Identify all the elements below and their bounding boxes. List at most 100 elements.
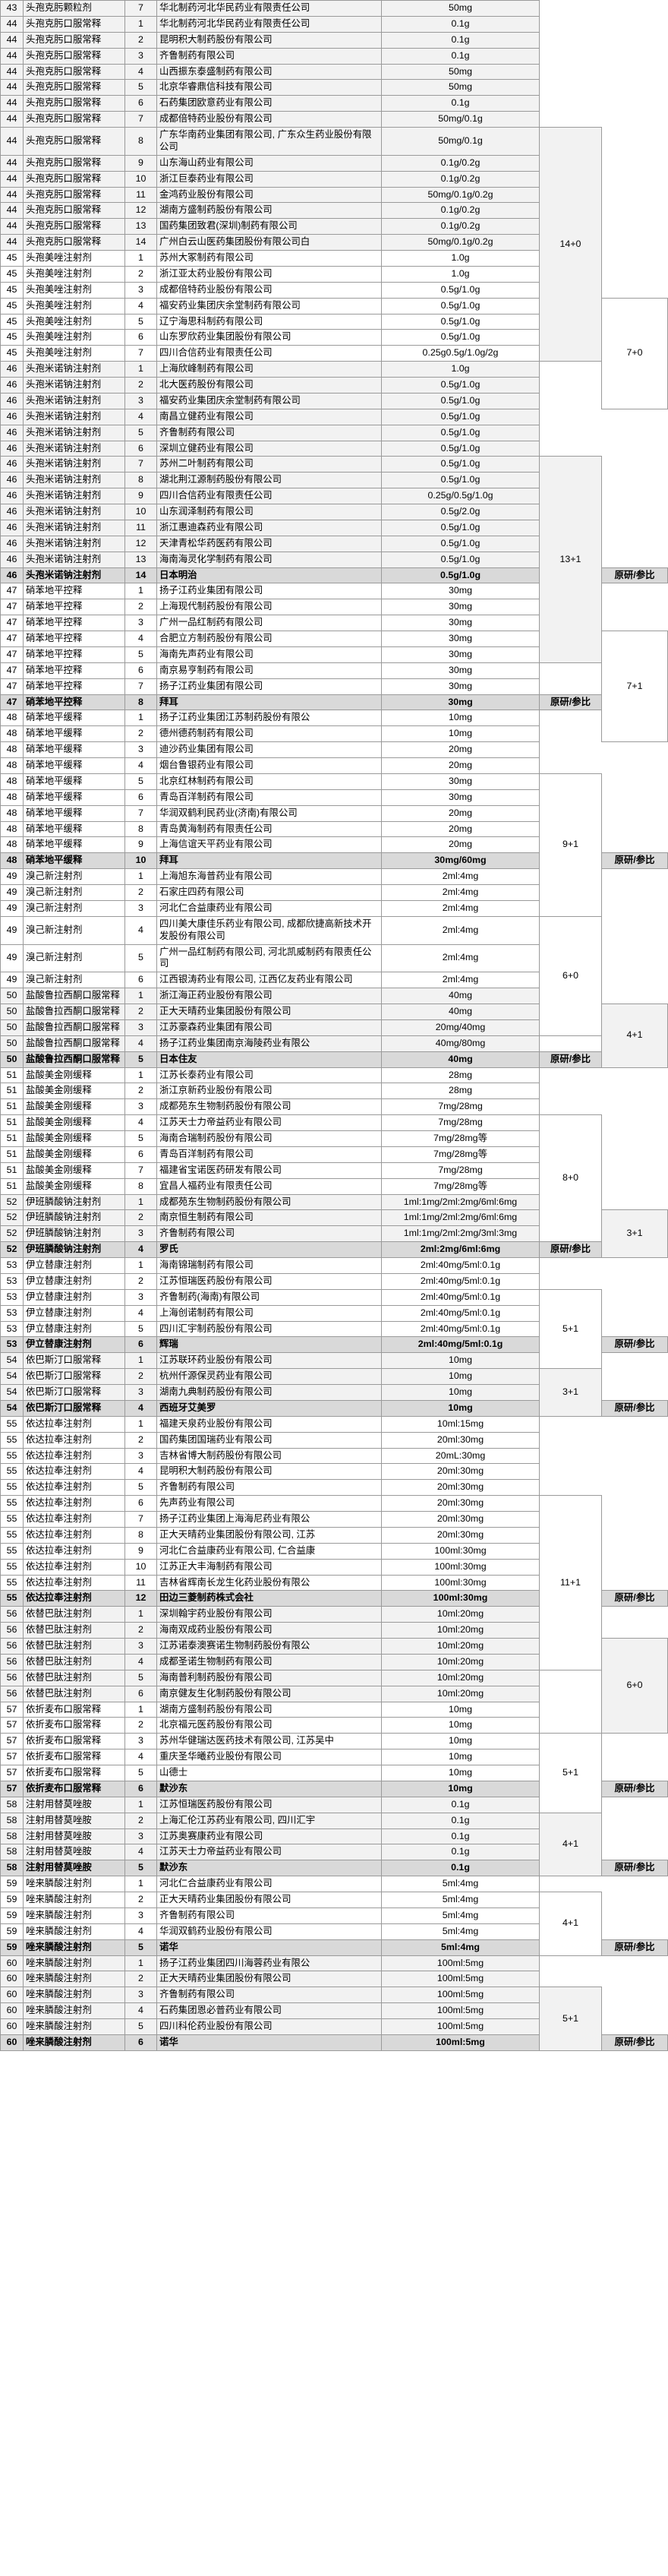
firm-name-text: 河北仁合益康药业有限公司 bbox=[159, 902, 273, 913]
enterprise-name: 齐鲁制药有限公司 bbox=[156, 1987, 382, 2004]
table-row: 59 唑来膦酸注射剂 4 华润双鹤药业股份有限公司 5ml:4mg bbox=[0, 1923, 668, 1940]
table-row: 53 伊立替康注射剂 4 上海创诺制药有限公司 2ml:40mg/5ml:0.1g bbox=[0, 1304, 668, 1322]
enterprise-index: 4 bbox=[124, 1114, 157, 1131]
row-number: 43 bbox=[0, 0, 24, 17]
product-name: 头孢克肟口服常释 bbox=[23, 234, 125, 251]
firm-name-text: 扬子江药业集团有限公司 bbox=[159, 680, 263, 691]
enterprise-name: 烟台鲁银药业有限公司 bbox=[156, 757, 382, 774]
enterprise-name: 吉林省博大制药股份有限公司 bbox=[156, 1447, 382, 1465]
row-number: 60 bbox=[0, 2034, 24, 2051]
firm-name-text: 辉瑞 bbox=[159, 1339, 178, 1350]
product-name: 头孢美唑注射剂 bbox=[23, 250, 125, 267]
firm-name-text: 正大天晴药业集团股份有限公司 bbox=[159, 1006, 291, 1016]
firm-name-text: 四川合信药业有限责任公司 bbox=[159, 347, 273, 359]
row-number: 44 bbox=[0, 111, 24, 128]
table-row: 46 头孢米诺钠注射剂 11 浙江惠迪森药业有限公司 0.5g/1.0g bbox=[0, 519, 668, 536]
row-number: 51 bbox=[0, 1146, 24, 1163]
firm-name-text: 上海信谊天平药业有限公司 bbox=[159, 839, 273, 850]
enterprise-name: 上海欣峰制药有限公司 bbox=[156, 361, 382, 378]
enterprise-name: 齐鲁制药(海南)有限公司 bbox=[156, 1288, 382, 1306]
table-row: 46 头孢米诺钠注射剂 8 湖北荆江源制药股份有限公司 0.5g/1.0g bbox=[0, 472, 668, 489]
row-number: 56 bbox=[0, 1669, 24, 1686]
enterprise-name: 江苏正大丰海制药有限公司 bbox=[156, 1558, 382, 1576]
enterprise-index: 7 bbox=[124, 1162, 157, 1179]
product-name: 硝苯地平控释 bbox=[23, 615, 125, 631]
row-number: 55 bbox=[0, 1479, 24, 1497]
table-row: 47 硝苯地平控释 8 拜耳 30mg 原研/参比 bbox=[0, 694, 668, 711]
specification: 0.5g/1.0g bbox=[381, 551, 540, 568]
enterprise-index: 3 bbox=[124, 741, 157, 758]
product-name: 依替巴肽注射剂 bbox=[23, 1622, 125, 1639]
specification: 20mg bbox=[381, 836, 540, 854]
enterprise-name: 青岛百洋制药有限公司 bbox=[156, 789, 382, 806]
table-row: 60 唑来膦酸注射剂 6 诺华 100ml:5mg 原研/参比 bbox=[0, 2034, 668, 2051]
enterprise-index: 7 bbox=[124, 804, 157, 822]
row-number: 52 bbox=[0, 1225, 24, 1243]
firm-name-text: 福安药业集团庆余堂制药有限公司 bbox=[159, 299, 301, 311]
firm-name-text: 成都苑东生物制药股份有限公司 bbox=[159, 1101, 291, 1112]
firm-name-text: 北京华睿鼎信科技有限公司 bbox=[159, 81, 273, 93]
enterprise-index: 6 bbox=[124, 1495, 157, 1512]
firm-name-text: 江苏恒瑞医药股份有限公司 bbox=[159, 1275, 273, 1286]
enterprise-name: 南京健友生化制药股份有限公司 bbox=[156, 1685, 382, 1702]
enterprise-index: 5 bbox=[124, 79, 157, 96]
product-name: 盐酸鲁拉西酮口服常释 bbox=[23, 988, 125, 1004]
specification: 100ml:5mg bbox=[381, 1987, 540, 2004]
product-name: 依达拉奉注射剂 bbox=[23, 1415, 125, 1433]
firm-name-text: 苏州二叶制药有限公司 bbox=[159, 458, 254, 469]
row-number: 51 bbox=[0, 1114, 24, 1131]
enterprise-index: 3 bbox=[124, 615, 157, 631]
table-row: 45 头孢美唑注射剂 3 成都倍特药业股份有限公司 0.5g/1.0g bbox=[0, 281, 668, 299]
enterprise-index: 4 bbox=[124, 631, 157, 647]
firm-name-text: 山东润泽制药有限公司 bbox=[159, 506, 254, 517]
specification: 7mg/28mg bbox=[381, 1162, 540, 1179]
table-row: 44 头孢克肟口服常释 10 浙江巨泰药业有限公司 0.1g/0.2g bbox=[0, 170, 668, 188]
table-row: 48 硝苯地平缓释 3 迪沙药业集团有限公司 20mg bbox=[0, 741, 668, 758]
specification: 7mg/28mg bbox=[381, 1098, 540, 1116]
product-name: 硝苯地平控释 bbox=[23, 662, 125, 679]
specification: 0.1g/0.2g bbox=[381, 154, 540, 172]
enterprise-index: 6 bbox=[124, 1685, 157, 1702]
enterprise-name: 罗氏 bbox=[156, 1241, 382, 1258]
firm-name-text: 南京健友生化制药股份有限公司 bbox=[159, 1687, 291, 1699]
firm-name-text: 广州一品红制药有限公司, 河北凯威制药有限责任公司 bbox=[159, 946, 372, 969]
row-number: 56 bbox=[0, 1606, 24, 1623]
specification: 10mg bbox=[381, 1352, 540, 1370]
enterprise-index: 3 bbox=[124, 1828, 157, 1845]
table-row: 44 头孢克肟口服常释 14 广州白云山医药集团股份有限公司白 50mg/0.1g/0.… bbox=[0, 234, 668, 251]
table-row: 48 硝苯地平缓释 7 华润双鹤利民药业(济南)有限公司 20mg bbox=[0, 804, 668, 822]
enterprise-name: 北京福元医药股份有限公司 bbox=[156, 1717, 382, 1734]
firm-name-text: 青岛百洋制药有限公司 bbox=[159, 791, 254, 802]
enterprise-index: 14 bbox=[124, 567, 157, 584]
enterprise-name: 合肥立方制药股份有限公司 bbox=[156, 631, 382, 647]
firm-name-text: 华润双鹤利民药业(济南)有限公司 bbox=[159, 807, 298, 818]
enterprise-index: 5 bbox=[124, 1130, 157, 1147]
enterprise-name: 成都苑东生物制药股份有限公司 bbox=[156, 1193, 382, 1211]
table-row: 56 依替巴肽注射剂 5 海南普利制药股份有限公司 10ml:20mg bbox=[0, 1669, 668, 1686]
product-name: 伊班膦酸钠注射剂 bbox=[23, 1209, 125, 1227]
firm-name-text: 湖南方盛制药股份有限公司 bbox=[159, 1703, 273, 1715]
product-name: 硝苯地平缓释 bbox=[23, 804, 125, 822]
enterprise-name: 江西银涛药业有限公司, 江西亿友药业有限公司 bbox=[156, 972, 382, 989]
firm-name-text: 扬子江药业集团南京海陵药业有限公 bbox=[159, 1037, 310, 1048]
specification: 30mg bbox=[381, 615, 540, 631]
specification: 10mg bbox=[381, 1765, 540, 1781]
enterprise-name: 海南锦瑞制药有限公司 bbox=[156, 1257, 382, 1274]
passed-evaluation-count: 13+1 bbox=[539, 456, 602, 663]
enterprise-index: 5 bbox=[124, 646, 157, 663]
table-row: 46 头孢米诺钠注射剂 14 日本明治 0.5g/1.0g 原研/参比 bbox=[0, 567, 668, 584]
firm-name-text: 齐鲁制药有限公司 bbox=[159, 1481, 235, 1493]
product-name: 依达拉奉注射剂 bbox=[23, 1574, 125, 1591]
enterprise-index: 10 bbox=[124, 170, 157, 188]
product-name: 头孢克肟口服常释 bbox=[23, 202, 125, 220]
enterprise-index: 1 bbox=[124, 988, 157, 1004]
row-number: 56 bbox=[0, 1638, 24, 1655]
product-name: 盐酸美金刚缓释 bbox=[23, 1177, 125, 1195]
firm-name-text: 江苏联环药业股份有限公司 bbox=[159, 1354, 273, 1366]
enterprise-name: 山德士 bbox=[156, 1765, 382, 1781]
product-name: 硝苯地平缓释 bbox=[23, 710, 125, 727]
row-number: 49 bbox=[0, 915, 24, 945]
firm-name-text: 上海现代制药股份有限公司 bbox=[159, 601, 273, 612]
enterprise-name: 山东海山药业有限公司 bbox=[156, 154, 382, 172]
specification: 0.5g/1.0g bbox=[381, 519, 540, 536]
